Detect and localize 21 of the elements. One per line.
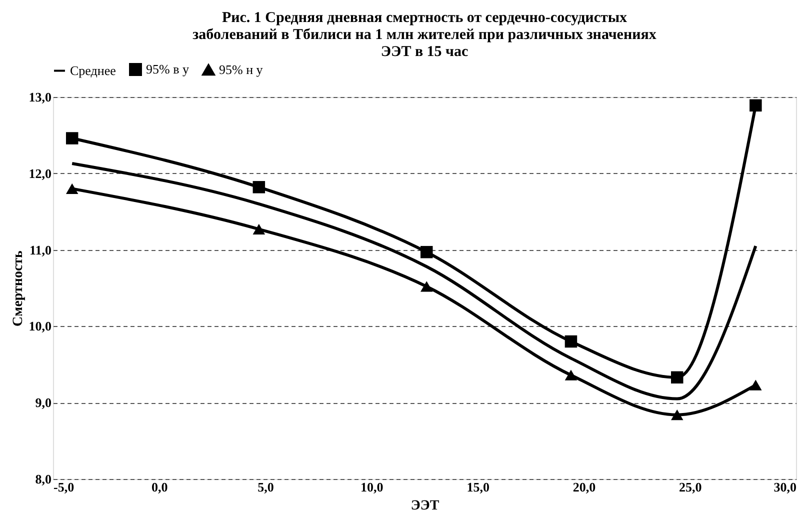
y-tick-label: 11,0 bbox=[29, 242, 52, 258]
x-tick-label: -5,0 bbox=[54, 480, 74, 494]
x-tick-label: 10,0 bbox=[360, 480, 384, 494]
x-tick-label: 20,0 bbox=[572, 480, 596, 494]
x-axis-title: ЭЭТ bbox=[410, 498, 440, 514]
y-tick-label: 8,0 bbox=[35, 472, 52, 486]
y-axis-title: Смертность bbox=[10, 250, 26, 326]
legend-label: Среднее bbox=[70, 62, 116, 78]
x-tick-label: 0,0 bbox=[152, 480, 168, 494]
y-tick-label: 9,0 bbox=[35, 395, 52, 410]
y-tick-label: 13,0 bbox=[28, 90, 52, 104]
chart-title: Рис. 1 Средняя дневная смертность от сердечно-сосудистых заболеваний в Тбилиси на 1 млн жителей при различных значениях ЭЭТ в 15 час bbox=[192, 10, 657, 60]
legend-label: 95% н у bbox=[219, 62, 264, 77]
x-tick-label: 5,0 bbox=[258, 480, 274, 494]
x-tick-label: 25,0 bbox=[678, 480, 702, 494]
y-tick-label: 12,0 bbox=[28, 166, 52, 181]
y-tick-label: 10,0 bbox=[28, 318, 52, 334]
line-series bbox=[70, 162, 758, 400]
x-tick-label: 30,0 bbox=[774, 480, 796, 494]
x-tick-label: 15,0 bbox=[466, 480, 490, 494]
legend-label: 95% в у bbox=[146, 62, 190, 77]
